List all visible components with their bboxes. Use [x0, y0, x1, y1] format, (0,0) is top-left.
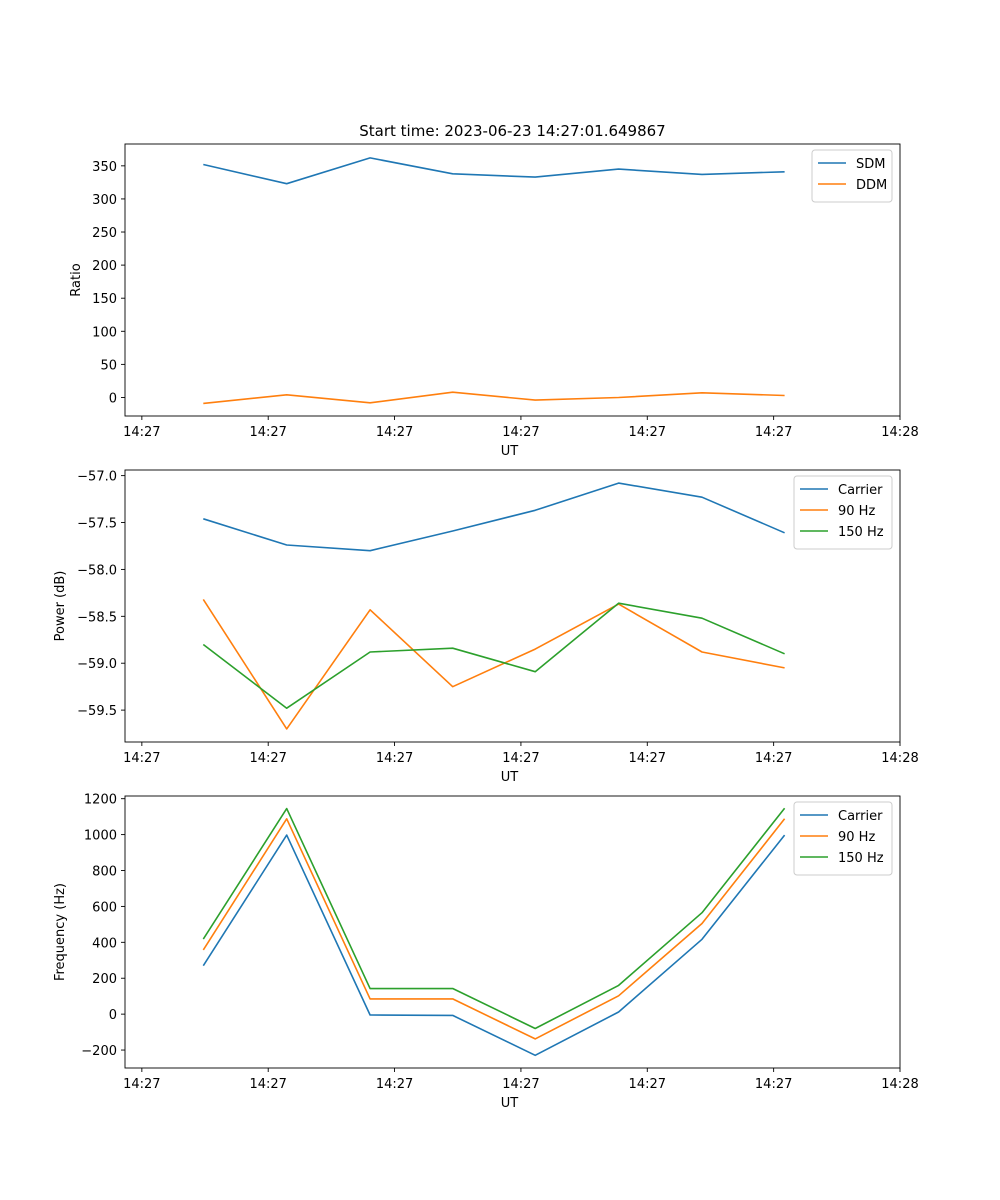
legend: Carrier 90 Hz 150 Hz: [793, 475, 893, 550]
x-tick-label: 14:27: [502, 425, 539, 440]
y-tick-label: 350: [92, 160, 117, 175]
y-tick-label: −58.0: [77, 563, 117, 578]
axes-frame: [124, 469, 901, 743]
x-tick-label: 14:27: [376, 751, 413, 766]
y-tick-label: −57.0: [77, 470, 117, 485]
x-axis-label: UT: [501, 444, 519, 459]
chart-panel-1: Start time: 2023-06-23 14:27:01.649867 14…: [69, 122, 919, 459]
legend-label: 90 Hz: [838, 504, 875, 519]
y-tick-label: 300: [92, 193, 117, 208]
x-tick-label: 14:27: [755, 751, 792, 766]
series-line-150-hz: [202, 807, 786, 1030]
series-line-90-hz: [202, 817, 786, 1040]
x-tick-label: 14:27: [123, 751, 160, 766]
y-tick-label: −59.0: [77, 657, 117, 672]
legend-label: 150 Hz: [838, 851, 884, 866]
y-axis-label: Frequency (Hz): [53, 883, 68, 981]
legend: Carrier 90 Hz 150 Hz: [793, 801, 893, 876]
x-tick-label: 14:27: [376, 1077, 413, 1092]
y-tick-label: −57.5: [77, 517, 117, 532]
legend-label: 150 Hz: [838, 525, 884, 540]
y-tick-label: 600: [92, 900, 117, 915]
x-tick-label: 14:27: [376, 425, 413, 440]
legend-label: DDM: [856, 178, 887, 193]
chart-panel-2: 14:27 14:27 14:27 14:27 14:27 14:27 14:28 −59.5…: [53, 469, 919, 785]
y-tick-label: 200: [92, 259, 117, 274]
y-axis-label: Power (dB): [53, 571, 68, 642]
legend-label: SDM: [856, 157, 885, 172]
x-axis-label: UT: [501, 770, 519, 785]
series-line-carrier: [203, 482, 785, 552]
y-tick-label: 800: [92, 865, 117, 880]
y-tick-label: −59.5: [77, 704, 117, 719]
series-line-sdm: [203, 157, 785, 185]
y-axis-label: Ratio: [69, 263, 84, 296]
x-tick-label: 14:27: [755, 425, 792, 440]
x-tick-label: 14:27: [629, 425, 666, 440]
y-tick-label: 200: [92, 972, 117, 987]
x-tick-label: 14:27: [249, 425, 286, 440]
y-tick-label: 1200: [84, 793, 117, 808]
y-tick-label: 50: [100, 358, 117, 373]
x-tick-label: 14:28: [881, 425, 918, 440]
series-line-carrier: [202, 834, 786, 1057]
x-tick-label: 14:27: [502, 751, 539, 766]
x-tick-label: 14:28: [881, 751, 918, 766]
y-tick-label: 100: [92, 325, 117, 340]
x-axis-label: UT: [501, 1096, 519, 1111]
series-line-ddm: [203, 391, 785, 405]
x-tick-label: 14:27: [123, 1077, 160, 1092]
series-line-90-hz: [202, 598, 785, 730]
x-tick-label: 14:28: [881, 1077, 918, 1092]
y-tick-label: 400: [92, 936, 117, 951]
legend-label: Carrier: [838, 483, 883, 498]
chart-title: Start time: 2023-06-23 14:27:01.649867: [359, 122, 665, 140]
legend-label: Carrier: [838, 809, 883, 824]
x-tick-label: 14:27: [629, 1077, 666, 1092]
y-tick-label: 250: [92, 226, 117, 241]
axes-frame: [124, 795, 901, 1069]
legend-label: 90 Hz: [838, 830, 875, 845]
x-tick-label: 14:27: [502, 1077, 539, 1092]
y-tick-label: 0: [109, 1008, 117, 1023]
legend: SDM DDM: [811, 149, 893, 203]
axes-frame: [124, 143, 901, 417]
x-tick-label: 14:27: [123, 425, 160, 440]
x-tick-label: 14:27: [249, 751, 286, 766]
chart-panel-3: 14:27 14:27 14:27 14:27 14:27 14:27 14:28 −200 0…: [53, 793, 919, 1111]
x-tick-label: 14:27: [755, 1077, 792, 1092]
y-tick-label: −200: [81, 1044, 117, 1059]
y-tick-label: 150: [92, 292, 117, 307]
y-tick-label: 1000: [84, 829, 117, 844]
y-tick-label: −58.5: [77, 610, 117, 625]
series-line-150-hz: [202, 602, 785, 710]
x-tick-label: 14:27: [249, 1077, 286, 1092]
x-tick-label: 14:27: [629, 751, 666, 766]
y-tick-label: 0: [109, 391, 117, 406]
